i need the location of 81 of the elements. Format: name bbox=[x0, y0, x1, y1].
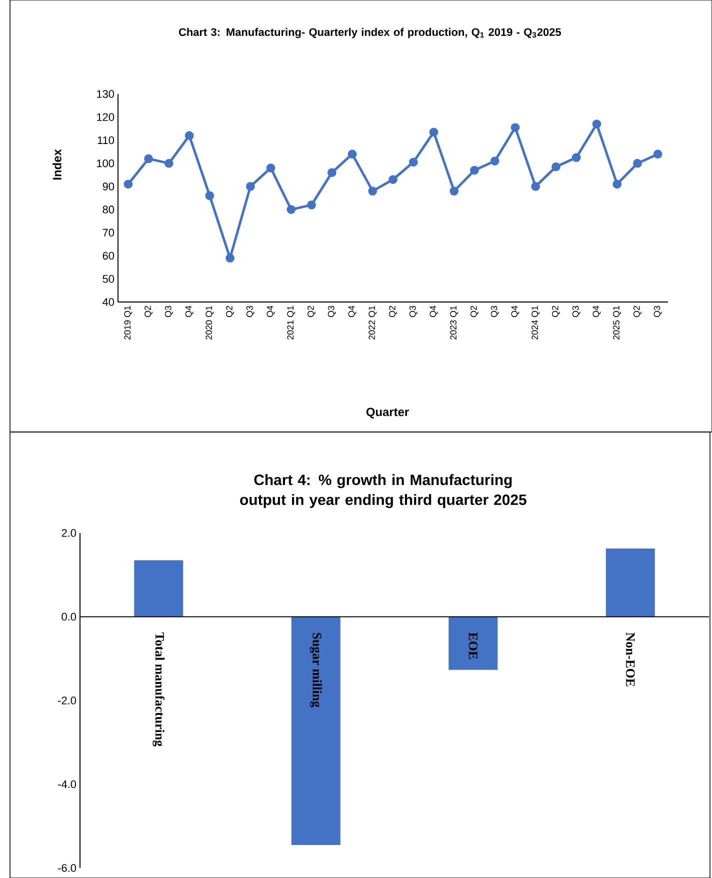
y-tick-label: 80 bbox=[102, 206, 114, 214]
x-tick-label: Q4 bbox=[592, 306, 601, 318]
point bbox=[612, 180, 622, 189]
x-tick-label: Q2 bbox=[470, 306, 478, 318]
x-tick-label: Q3 bbox=[328, 306, 336, 318]
x-tick-label: Q2 bbox=[389, 306, 397, 318]
y-tick-label: 0.0 bbox=[62, 612, 76, 621]
x-tick-label: Total manufacturing bbox=[152, 632, 165, 746]
x-tick-label: 2020 Q1 bbox=[206, 306, 214, 340]
x-tick-label: Non-EOE bbox=[626, 632, 635, 686]
bar bbox=[291, 616, 340, 845]
x-tick-label: Q3 bbox=[409, 306, 418, 318]
x-tick-label: 2025 Q1 bbox=[613, 306, 622, 340]
point bbox=[450, 186, 459, 196]
chart-title: Chart 3: Manufacturing- Quarterly index of production, Q$_{1}$ 2019 - Q$_{3}$2025 bbox=[178, 28, 561, 38]
point bbox=[286, 205, 296, 214]
point bbox=[226, 254, 234, 263]
x-axis-title: Quarter bbox=[366, 408, 409, 418]
point bbox=[144, 154, 153, 164]
y-tick-label: 2.0 bbox=[62, 529, 76, 537]
x-tick-label: Q4 bbox=[348, 306, 356, 318]
x-tick-label: Q3 bbox=[246, 306, 254, 318]
x-tick-label: Q3 bbox=[164, 306, 173, 318]
x-tick-label: 2019 Q1 bbox=[124, 306, 132, 340]
chart-title: Chart 4: % growth in Manufacturing output in year ending third quarter 2025 bbox=[240, 474, 526, 508]
point bbox=[510, 123, 520, 132]
point bbox=[246, 182, 255, 191]
point bbox=[348, 150, 357, 159]
point bbox=[368, 186, 378, 196]
x-tick-label: Q2 bbox=[552, 306, 560, 318]
x-tick-label: Q3 bbox=[654, 306, 662, 318]
x-tick-label: Q4 bbox=[266, 306, 275, 318]
point bbox=[408, 158, 418, 167]
x-tick-label: Q2 bbox=[633, 306, 642, 318]
point bbox=[388, 175, 398, 184]
point bbox=[266, 164, 276, 172]
point bbox=[633, 158, 642, 168]
point bbox=[307, 200, 316, 210]
x-tick-label: 2023 Q1 bbox=[450, 306, 458, 340]
x-tick-label: EOE bbox=[468, 632, 478, 659]
bar bbox=[448, 616, 498, 670]
y-tick-label: 70 bbox=[102, 228, 114, 237]
y-tick-label: 130 bbox=[97, 90, 114, 98]
point bbox=[205, 191, 214, 200]
point bbox=[572, 153, 581, 162]
point bbox=[592, 120, 602, 128]
x-tick-label: 2024 Q1 bbox=[532, 306, 540, 340]
y-tick-label: 100 bbox=[97, 159, 114, 168]
x-tick-label: Q3 bbox=[490, 306, 499, 318]
x-tick-label: 2021 Q1 bbox=[287, 306, 296, 340]
point bbox=[653, 150, 662, 159]
x-tick-label: Q4 bbox=[430, 306, 438, 318]
y-tick-label: 60 bbox=[102, 252, 114, 260]
point bbox=[164, 158, 174, 168]
y-tick-label: -2.0 bbox=[58, 696, 76, 704]
point bbox=[490, 156, 500, 166]
y-tick-label: -4.0 bbox=[58, 780, 76, 788]
x-tick-label: Q3 bbox=[572, 306, 580, 318]
y-tick-label: 110 bbox=[98, 136, 114, 144]
y-tick-label: 40 bbox=[102, 298, 114, 306]
y-axis-title: Index bbox=[52, 149, 62, 180]
x-tick-label: Q2 bbox=[308, 306, 316, 318]
y-tick-label: 120 bbox=[97, 113, 114, 121]
y-tick-label: -6.0 bbox=[58, 864, 76, 872]
x-tick-label: 2022 Q1 bbox=[368, 306, 377, 340]
point bbox=[531, 182, 540, 191]
x-tick-label: Q2 bbox=[226, 306, 234, 318]
point bbox=[184, 131, 194, 140]
y-tick-label: 90 bbox=[102, 182, 114, 190]
point bbox=[327, 168, 336, 178]
x-tick-label: Q2 bbox=[144, 306, 153, 318]
bar bbox=[134, 560, 184, 617]
x-tick-label: Q4 bbox=[185, 306, 194, 318]
x-tick-label: Q4 bbox=[511, 306, 520, 318]
bar bbox=[606, 548, 655, 617]
point bbox=[470, 166, 479, 175]
point bbox=[552, 162, 560, 172]
point bbox=[429, 128, 438, 137]
point bbox=[124, 180, 133, 189]
x-tick-label: Sugar milling bbox=[310, 632, 322, 708]
y-tick-label: 50 bbox=[102, 275, 114, 283]
